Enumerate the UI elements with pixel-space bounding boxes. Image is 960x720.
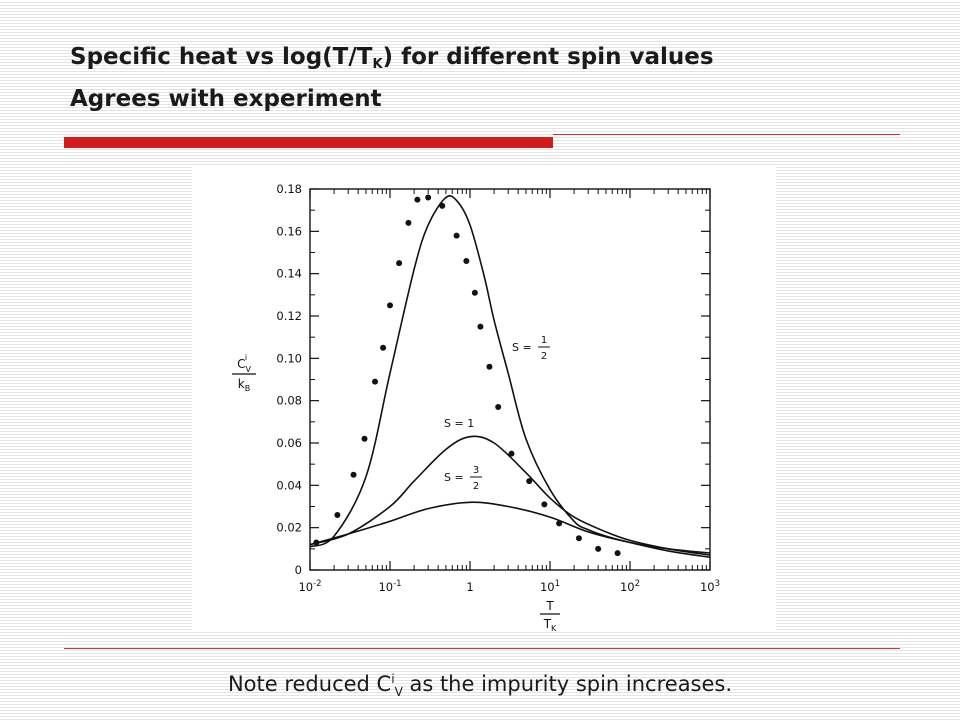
curve-label-numerator: 3 bbox=[473, 465, 479, 476]
data-point bbox=[439, 202, 446, 209]
data-point bbox=[595, 545, 602, 552]
divider-line-top bbox=[553, 134, 900, 135]
title-line-1-sub: K bbox=[372, 57, 383, 72]
data-point bbox=[508, 450, 515, 457]
data-point bbox=[396, 260, 403, 267]
data-point bbox=[380, 344, 387, 351]
data-point bbox=[414, 196, 421, 203]
series-line-2 bbox=[309, 501, 711, 554]
footnote-sub: V bbox=[394, 685, 403, 700]
y-tick-label: 0.02 bbox=[276, 521, 302, 535]
chart-figure: 10-2 10-1 1 101 102 103 0 0.02 0.04 0.06 0.08 0.10 0… bbox=[192, 165, 776, 631]
y-tick-label: 0.14 bbox=[276, 267, 302, 281]
divider-line-bottom bbox=[64, 648, 900, 649]
data-point bbox=[350, 471, 357, 478]
data-point bbox=[556, 520, 563, 527]
data-point bbox=[575, 535, 582, 542]
x-tick-label: 101 bbox=[540, 579, 560, 594]
y-axis-label-numerator: CVi bbox=[237, 353, 251, 374]
footnote: Note reduced CiV as the impurity spin in… bbox=[0, 672, 960, 699]
footnote-suffix: as the impurity spin increases. bbox=[402, 672, 733, 696]
y-tick-label: 0.16 bbox=[276, 224, 302, 238]
x-axis-label-denominator: TK bbox=[543, 617, 557, 631]
y-tick-label: 0.08 bbox=[276, 394, 302, 408]
curve-label: S = 1 bbox=[444, 417, 474, 430]
series-line-1 bbox=[309, 435, 711, 556]
data-point bbox=[313, 539, 320, 546]
data-point bbox=[361, 435, 368, 442]
data-point bbox=[405, 219, 412, 226]
y-tick-label: 0 bbox=[295, 563, 302, 577]
data-point bbox=[486, 363, 493, 370]
y-tick-label: 0.04 bbox=[276, 478, 302, 492]
data-point bbox=[334, 511, 341, 518]
y-tick-label: 0.10 bbox=[276, 351, 302, 365]
curve-label-prefix: S = bbox=[512, 341, 532, 354]
x-tick-label: 103 bbox=[700, 579, 720, 594]
data-point bbox=[387, 302, 393, 309]
data-point bbox=[495, 404, 502, 411]
data-point bbox=[526, 478, 533, 485]
x-tick-label: 1 bbox=[466, 580, 473, 594]
curve-label-denominator: 2 bbox=[473, 481, 479, 492]
x-axis-label-numerator: T bbox=[545, 599, 554, 613]
y-tick-label: 0.12 bbox=[276, 309, 302, 323]
curve-label-denominator: 2 bbox=[541, 351, 547, 362]
data-point bbox=[471, 289, 478, 296]
specific-heat-chart: 10-2 10-1 1 101 102 103 0 0.02 0.04 0.06 0.08 0.10 0… bbox=[232, 182, 720, 631]
curve-label-prefix: S = bbox=[444, 471, 464, 484]
data-point bbox=[463, 257, 470, 264]
y-tick-label: 0.06 bbox=[276, 436, 302, 450]
x-tick-label: 10-1 bbox=[378, 579, 401, 594]
footnote-sup: i bbox=[391, 672, 395, 686]
data-point bbox=[453, 232, 460, 239]
title-line-2: Agrees with experiment bbox=[70, 86, 382, 112]
slide-title: Specific heat vs log(T/TK) for different… bbox=[70, 40, 930, 116]
y-axis-label-denominator: kB bbox=[238, 377, 250, 393]
title-line-1-prefix: Specific heat vs log(T/T bbox=[70, 44, 373, 70]
data-point bbox=[372, 378, 379, 385]
red-accent-bar bbox=[64, 137, 553, 148]
data-point bbox=[541, 501, 548, 508]
data-point bbox=[425, 194, 432, 201]
title-line-1-suffix: ) for different spin values bbox=[382, 44, 714, 70]
y-tick-label: 0.18 bbox=[276, 182, 302, 196]
x-tick-label: 102 bbox=[620, 579, 640, 594]
footnote-prefix: Note reduced C bbox=[227, 672, 392, 696]
data-point bbox=[477, 323, 484, 330]
x-tick-label: 10-2 bbox=[298, 579, 321, 594]
curve-label-numerator: 1 bbox=[541, 335, 547, 346]
series-line-0 bbox=[309, 195, 711, 559]
title-line-1: Specific heat vs log(T/TK) for different… bbox=[70, 40, 930, 82]
data-point bbox=[614, 550, 621, 557]
